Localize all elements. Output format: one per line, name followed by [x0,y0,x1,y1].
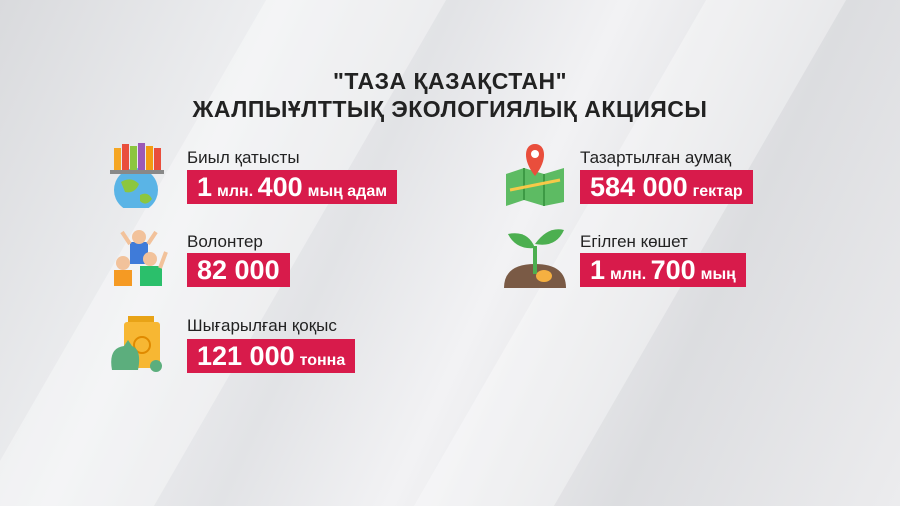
seedling-icon [504,229,566,288]
trash-bin-icon [111,316,162,372]
title-line-1: "ТАЗА ҚАЗАҚСТАН" [333,68,567,94]
title-line-2: ЖАЛПЫҰЛТТЫҚ ЭКОЛОГИЯЛЫҚ АКЦИЯСЫ [192,96,708,122]
volunteers-value: 82 000 [187,253,290,287]
volunteers-icon [114,230,168,286]
value-number: 400 [257,172,303,202]
value-number: 121 000 [197,341,295,371]
cleaned-area-value: 584 000 гектар [580,170,753,204]
participants-value: 1 млн. 400 мың адам [187,170,398,204]
waste-label: Шығарылған қоқыс [187,316,337,335]
value-number: 700 [650,255,696,285]
map-pin-icon [506,144,564,206]
seedlings-value: 1 млн. 700 мың [580,253,746,287]
cleaned-area-label: Тазартылған аумақ [580,148,732,167]
people-globe-icon [110,143,164,208]
value-unit: мың адам [307,183,388,200]
waste-value: 121 000 тонна [187,339,356,373]
participants-label: Биыл қатысты [187,148,300,167]
seedlings-label: Егілген көшет [580,232,688,251]
value-number: 1 [590,255,606,285]
value-number: 82 000 [197,255,280,285]
value-unit: гектар [692,183,743,200]
value-number: 584 000 [590,172,688,202]
value-unit: млн. [217,183,254,200]
value-unit: тонна [299,352,346,369]
volunteers-label: Волонтер [187,232,263,251]
value-unit: млн. [610,266,647,283]
value-number: 1 [197,172,213,202]
value-unit: мың [700,266,736,283]
